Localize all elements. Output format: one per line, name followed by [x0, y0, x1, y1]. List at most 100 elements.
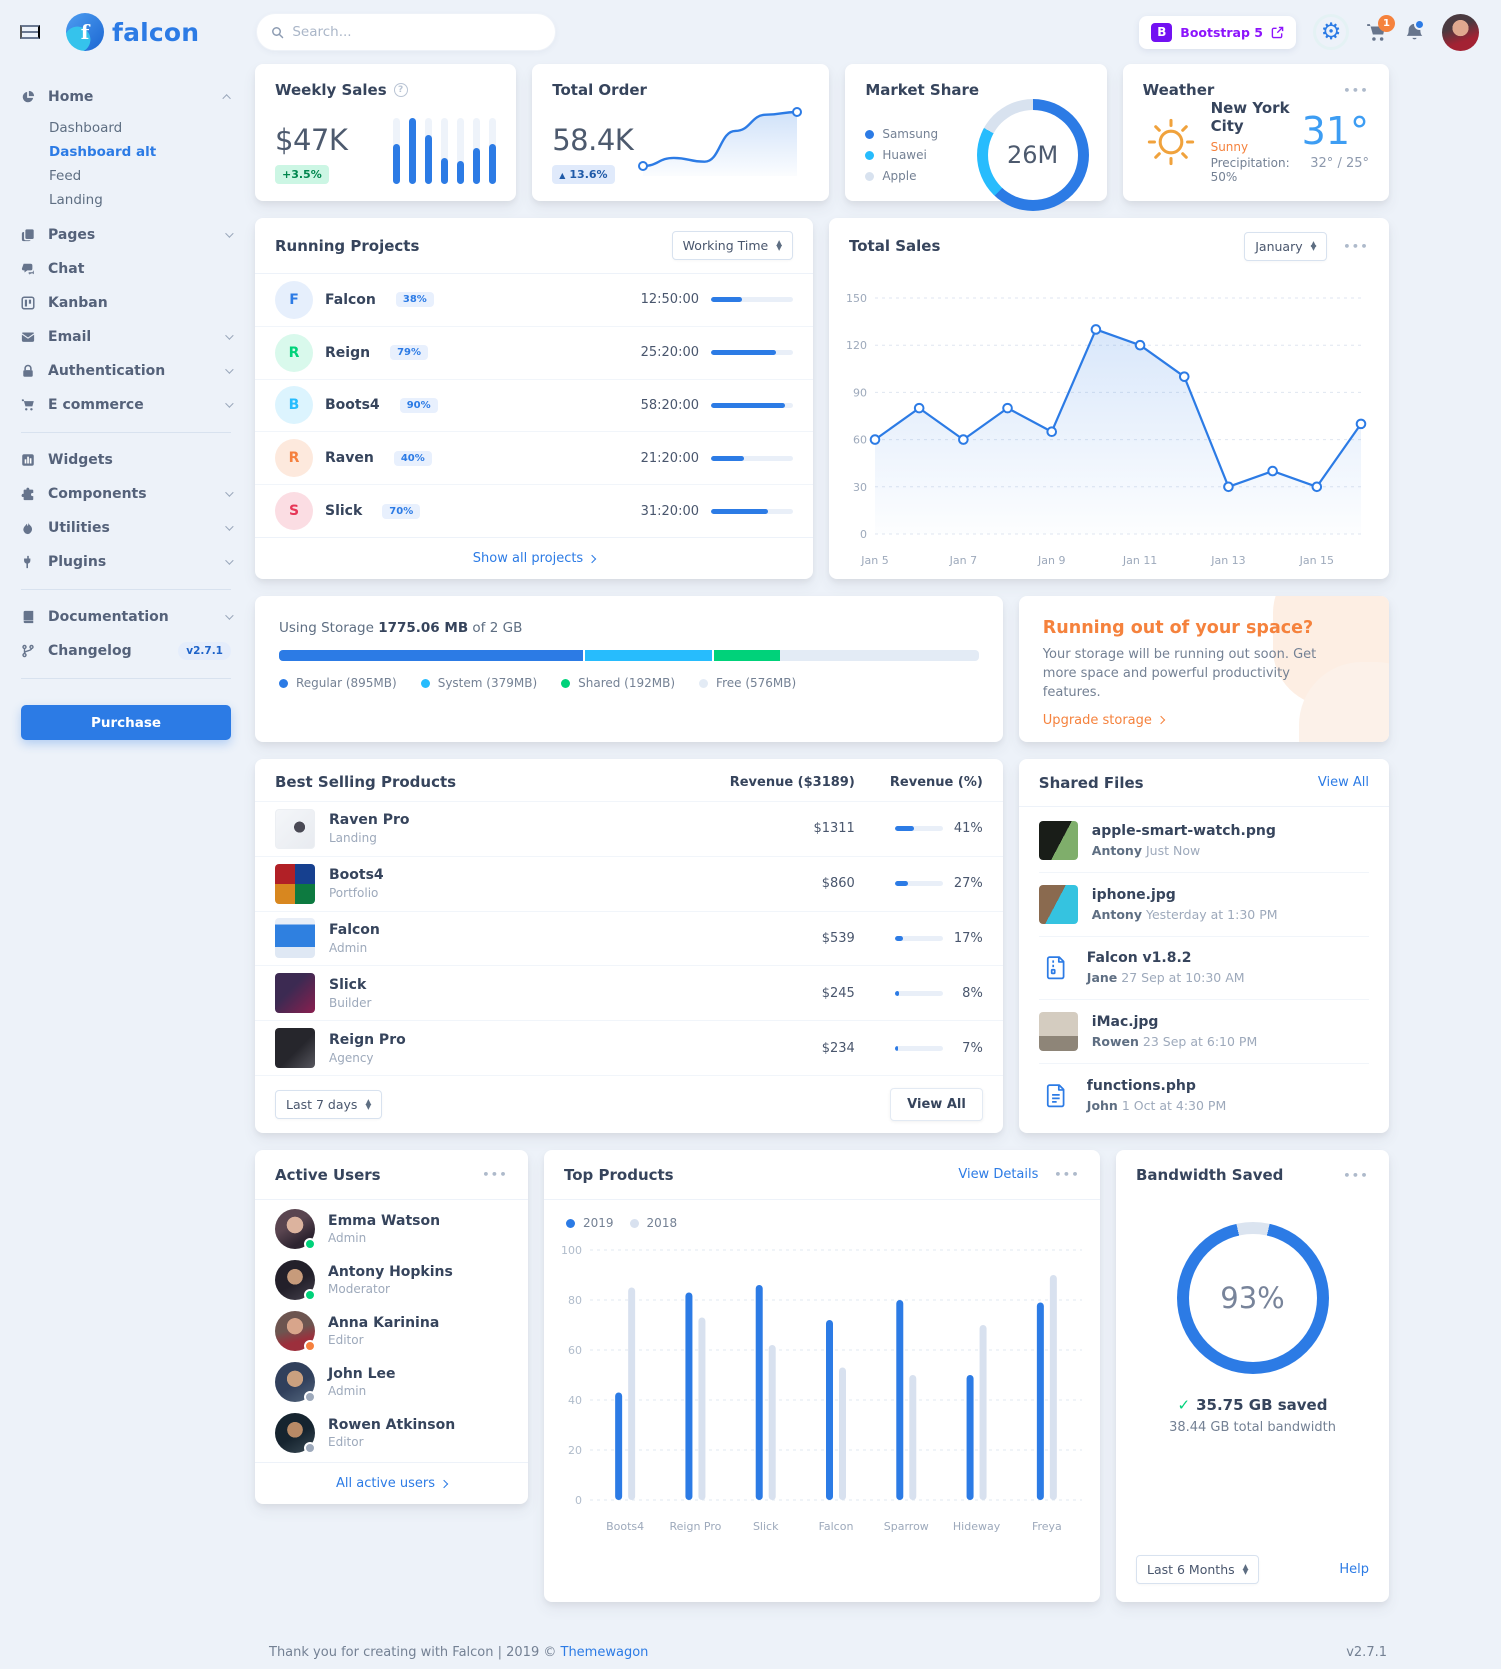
user-role: Admin — [328, 1383, 367, 1398]
sidebar-item-plugins[interactable]: Plugins — [21, 545, 234, 579]
search-box[interactable] — [256, 13, 557, 51]
product-row: Slick Builder $245 8% — [255, 965, 1003, 1020]
chart-pie-icon — [22, 90, 35, 103]
svg-text:Freya: Freya — [1032, 1520, 1062, 1533]
product-name[interactable]: Falcon — [329, 921, 380, 938]
project-name[interactable]: Boots4 — [325, 397, 380, 414]
last-7-days-select[interactable]: Last 7 days — [275, 1090, 383, 1119]
falcon-logo[interactable]: f falcon — [66, 13, 199, 51]
settings-gear-icon[interactable] — [1313, 14, 1349, 50]
search-input[interactable] — [292, 24, 542, 40]
working-time-select[interactable]: Working Time — [671, 231, 793, 260]
sidebar-item-feed[interactable]: Feed — [49, 168, 82, 184]
sidebar-item-utilities[interactable]: Utilities — [21, 511, 234, 545]
notifications-bell-button[interactable] — [1404, 18, 1425, 43]
sidebar-item-pages[interactable]: Pages — [21, 218, 234, 252]
sidebar-item-widgets[interactable]: Widgets — [21, 443, 231, 477]
sidebar-item-dashboard[interactable]: Dashboard — [49, 120, 123, 136]
sidebar-item-email[interactable]: Email — [21, 320, 234, 354]
svg-text:Jan 9: Jan 9 — [1037, 554, 1065, 567]
total-sales-menu-dots[interactable] — [1343, 241, 1369, 252]
shared-files-view-all-link[interactable]: View All — [1317, 775, 1369, 790]
sidebar-item-landing[interactable]: Landing — [49, 192, 103, 208]
project-name[interactable]: Slick — [325, 503, 363, 520]
sort-arrows-icon — [1243, 1565, 1249, 1573]
bandwidth-ring-chart: 93% — [1176, 1222, 1329, 1374]
file-thumbnail — [1038, 1012, 1078, 1052]
project-name[interactable]: Falcon — [325, 291, 376, 308]
weather-menu-dots[interactable] — [1343, 85, 1369, 96]
user-name[interactable]: John Lee — [328, 1365, 396, 1382]
file-name[interactable]: functions.php — [1086, 1078, 1196, 1095]
revenue-bar — [894, 935, 943, 941]
sidebar-item-authentication[interactable]: Authentication — [21, 354, 234, 388]
total-sales-title: Total Sales — [849, 237, 941, 255]
bandwidth-menu-dots[interactable] — [1343, 1170, 1369, 1181]
revenue-bar — [894, 1045, 943, 1051]
top-products-menu-dots[interactable] — [1054, 1169, 1080, 1180]
file-name[interactable]: iphone.jpg — [1091, 886, 1176, 903]
caret-up-icon — [559, 168, 565, 181]
month-select[interactable]: January — [1244, 231, 1328, 261]
file-name[interactable]: Falcon v1.8.2 — [1086, 950, 1192, 967]
storage-used: 1775.06 MB — [378, 620, 469, 636]
svg-text:80: 80 — [568, 1294, 582, 1307]
file-author: Jane — [1086, 970, 1118, 986]
product-thumbnail — [275, 808, 315, 849]
svg-text:Jan 5: Jan 5 — [860, 554, 888, 567]
sidebar-item-e-commerce[interactable]: E commerce — [21, 388, 234, 422]
user-avatar[interactable] — [1442, 13, 1479, 51]
sidebar-item-kanban[interactable]: Kanban — [21, 286, 231, 320]
bootstrap5-badge[interactable]: B Bootstrap 5 — [1139, 15, 1296, 49]
themewagon-link[interactable]: Themewagon — [560, 1645, 649, 1660]
product-category: Agency — [329, 1050, 374, 1065]
top-products-card: Top Products View Details 2019 2018 0 20 40… — [544, 1150, 1100, 1602]
sidebar-item-chat[interactable]: Chat — [21, 252, 231, 286]
sort-arrows-icon — [365, 1100, 371, 1108]
product-name[interactable]: Slick — [329, 976, 367, 993]
product-thumbnail — [275, 973, 315, 1014]
user-avatar — [275, 1209, 316, 1251]
file-name[interactable]: iMac.jpg — [1091, 1014, 1159, 1031]
sidebar-item-components[interactable]: Components — [21, 477, 234, 511]
all-active-users-link[interactable]: All active users — [335, 1476, 436, 1491]
user-name[interactable]: Emma Watson — [328, 1213, 441, 1230]
question-circle-icon[interactable] — [393, 83, 408, 97]
product-name[interactable]: Boots4 — [329, 867, 384, 884]
product-category: Builder — [329, 995, 372, 1010]
hamburger-menu-button[interactable] — [20, 25, 40, 39]
show-all-projects-link[interactable]: Show all projects — [472, 551, 584, 566]
shopping-cart-button[interactable]: 1 — [1366, 14, 1395, 43]
sun-icon — [1147, 118, 1194, 165]
sidebar-item-dashboard-alt[interactable]: Dashboard alt — [49, 144, 157, 160]
upgrade-storage-link[interactable]: Upgrade storage — [1043, 713, 1166, 728]
product-name[interactable]: Reign Pro — [329, 1031, 406, 1048]
plug-icon — [24, 555, 31, 569]
product-thumbnail — [275, 1028, 315, 1069]
file-name[interactable]: apple-smart-watch.png — [1091, 822, 1276, 839]
view-all-button[interactable]: View All — [890, 1088, 983, 1121]
revenue-bar — [894, 826, 943, 832]
view-details-link[interactable]: View Details — [958, 1167, 1039, 1182]
sidebar-item-documentation[interactable]: Documentation — [21, 600, 234, 634]
project-name[interactable]: Raven — [325, 450, 374, 467]
svg-text:100: 100 — [561, 1244, 582, 1257]
svg-text:Sparrow: Sparrow — [884, 1520, 929, 1533]
last-6-months-select[interactable]: Last 6 Months — [1136, 1555, 1260, 1584]
chevron-down-icon — [225, 556, 234, 565]
sidebar-item-home[interactable]: Home — [21, 80, 231, 114]
purchase-button[interactable]: Purchase — [21, 705, 231, 740]
user-name[interactable]: Antony Hopkins — [328, 1264, 453, 1281]
active-users-menu-dots[interactable] — [482, 1169, 508, 1180]
product-name[interactable]: Raven Pro — [329, 812, 410, 829]
svg-text:0: 0 — [860, 528, 867, 541]
project-name[interactable]: Reign — [325, 344, 371, 361]
falcon-logo-icon: f — [66, 13, 104, 51]
user-name[interactable]: Anna Karinina — [328, 1314, 440, 1331]
project-time: 12:50:00 — [640, 292, 699, 308]
help-link[interactable]: Help — [1339, 1562, 1369, 1577]
user-row: Antony Hopkins Moderator — [275, 1255, 508, 1306]
shared-files-list: apple-smart-watch.png Antony Just Now ipho… — [1019, 807, 1389, 1133]
user-name[interactable]: Rowen Atkinson — [328, 1416, 456, 1433]
sidebar-item-changelog[interactable]: Changelog v2.7.1 — [21, 634, 231, 668]
